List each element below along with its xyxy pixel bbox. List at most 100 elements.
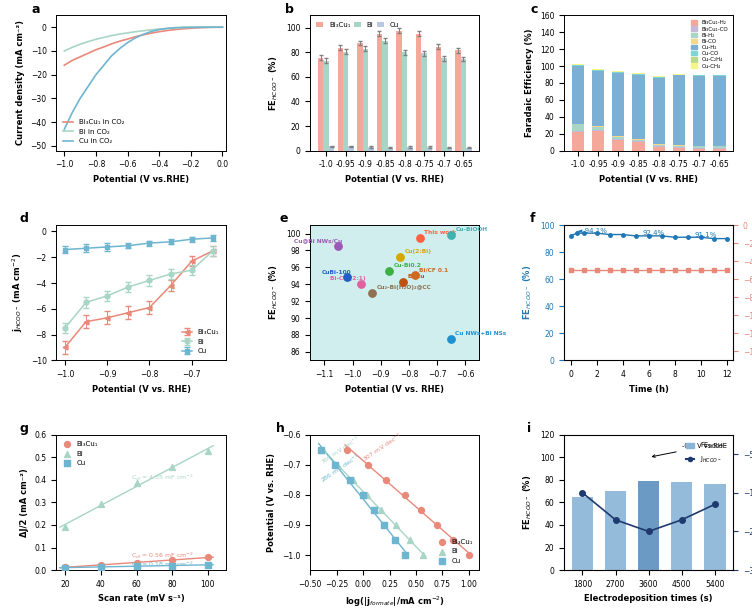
Bi xyxy=(390,520,402,530)
Bar xyxy=(693,145,705,147)
Legend: Bi₃Cu₁, Bi, Cu: Bi₃Cu₁, Bi, Cu xyxy=(314,19,401,31)
Bar xyxy=(632,75,644,139)
Cu in CO₂ xyxy=(171,24,180,31)
Bar xyxy=(612,71,624,72)
Bi in CO₂ xyxy=(186,24,196,31)
Current density xyxy=(696,267,705,274)
Bar xyxy=(632,73,644,74)
Point xyxy=(341,273,353,283)
Bi in CO₂ xyxy=(115,31,124,38)
Y-axis label: j$_{HCOO^-}$ (mA cm$^{-2}$): j$_{HCOO^-}$ (mA cm$^{-2}$) xyxy=(11,253,25,332)
Bar xyxy=(447,148,452,151)
Current density xyxy=(566,267,575,274)
Cu in CO₂ xyxy=(178,24,187,31)
Bi xyxy=(404,535,416,545)
Current density xyxy=(605,267,614,274)
Legend: FE$_{HCOO^-}$, J$_{HCOO^-}$: FE$_{HCOO^-}$, J$_{HCOO^-}$ xyxy=(684,438,730,467)
Cu xyxy=(131,561,143,571)
Bar xyxy=(362,48,368,151)
Bar xyxy=(338,48,343,151)
Bi₃Cu₁ in CO₂ xyxy=(178,25,187,32)
Bi in CO₂ xyxy=(210,23,219,31)
Cu in CO₂ xyxy=(131,34,140,42)
Bar xyxy=(653,145,665,147)
Bi₃Cu₁ in CO₂ xyxy=(60,61,69,69)
Text: Cu₂-Bi(H₂O)₂@CC: Cu₂-Bi(H₂O)₂@CC xyxy=(377,285,432,290)
Cu in CO₂ xyxy=(147,28,156,35)
Bar xyxy=(693,149,705,151)
Legend: Bi₃Cu₁, Bi, Cu: Bi₃Cu₁, Bi, Cu xyxy=(179,326,222,357)
Current density xyxy=(722,267,731,274)
Bi xyxy=(361,490,373,500)
X-axis label: log(|j$_{formate}$|/mA cm$^{-2}$): log(|j$_{formate}$|/mA cm$^{-2}$) xyxy=(344,595,445,609)
Bi₃Cu₁ in CO₂ xyxy=(123,36,132,43)
Text: 307 mV dec$^{-1}$: 307 mV dec$^{-1}$ xyxy=(361,431,404,464)
Bi in CO₂ xyxy=(68,44,77,51)
Text: This work: This work xyxy=(424,230,456,235)
Line: Current density: Current density xyxy=(569,268,729,272)
FE$_{HCOO^-}$ xyxy=(670,234,679,241)
FE$_{HCOO^-}$ xyxy=(709,235,718,242)
Bi xyxy=(331,460,343,470)
Text: C$_{dl}$ = 4.35 mF cm$^{-2}$: C$_{dl}$ = 4.35 mF cm$^{-2}$ xyxy=(131,473,194,483)
Bi₃Cu₁ in CO₂ xyxy=(194,24,203,31)
Bar xyxy=(592,69,604,70)
Bi in CO₂ xyxy=(123,29,132,37)
Point xyxy=(408,270,420,280)
Point xyxy=(414,233,426,243)
Bar xyxy=(693,148,705,149)
Bar xyxy=(673,75,685,145)
FE$_{HCOO^-}$ xyxy=(631,232,640,240)
Cu xyxy=(166,561,178,571)
FE$_{HCOO^-}$ xyxy=(657,232,666,240)
Current density xyxy=(579,267,588,274)
Bi in CO₂ xyxy=(178,24,187,31)
Text: Cu NWs+Bi NSs: Cu NWs+Bi NSs xyxy=(456,332,507,337)
Cu in CO₂ xyxy=(108,52,117,59)
Bar xyxy=(714,148,726,149)
Bi₃Cu₁ in CO₂ xyxy=(162,27,171,34)
Cu in CO₂ xyxy=(194,23,203,31)
Y-axis label: ΔJ/2 (mA cm⁻²): ΔJ/2 (mA cm⁻²) xyxy=(20,468,29,537)
Bar xyxy=(572,497,593,570)
Bi₃Cu₁ in CO₂ xyxy=(83,50,92,57)
Bar xyxy=(673,74,685,75)
Bi₃Cu₁ in CO₂ xyxy=(147,29,156,37)
Bar xyxy=(408,147,413,151)
Bar xyxy=(572,65,584,66)
Bar xyxy=(612,140,624,151)
FE$_{HCOO^-}$ xyxy=(722,235,731,242)
Cu in CO₂ xyxy=(68,109,77,116)
Point xyxy=(332,242,344,251)
Bar xyxy=(572,124,584,131)
Bar xyxy=(427,147,432,151)
Bar xyxy=(714,147,726,148)
Text: Cu(2:Bi): Cu(2:Bi) xyxy=(405,249,432,254)
Bar xyxy=(632,139,644,140)
Bar xyxy=(612,72,624,73)
Bar xyxy=(693,147,705,148)
Current density xyxy=(670,267,679,274)
Bi₃Cu₁ xyxy=(362,460,374,470)
Bar xyxy=(671,482,693,570)
Text: c: c xyxy=(530,2,538,15)
Bar xyxy=(368,147,374,151)
FE$_{HCOO^-}$ xyxy=(618,231,627,238)
Bar xyxy=(653,78,665,144)
Bi₃Cu₁ xyxy=(381,475,393,485)
Bi₃Cu₁ xyxy=(399,490,411,500)
Bi in CO₂ xyxy=(194,24,203,31)
Bi₃Cu₁ xyxy=(462,550,475,560)
Bar xyxy=(714,149,726,151)
Y-axis label: FE$_{HCOO^-}$ (%): FE$_{HCOO^-}$ (%) xyxy=(522,474,534,530)
Bar xyxy=(714,75,726,76)
Bar xyxy=(572,132,584,151)
Bar xyxy=(466,148,472,151)
Y-axis label: FE$_{HCOO^-}$ (%): FE$_{HCOO^-}$ (%) xyxy=(522,265,534,321)
Legend: Bi₃Cu₁-H₂, Bi₃Cu₁-CO, Bi-H₂, Bi-CO, Cu-H₂, Cu-CO, Cu-C₂H₄, Cu-CH₄: Bi₃Cu₁-H₂, Bi₃Cu₁-CO, Bi-H₂, Bi-CO, Cu-H… xyxy=(690,18,730,70)
Bi xyxy=(95,498,107,508)
Text: Bi-Cu (2:1): Bi-Cu (2:1) xyxy=(329,276,365,281)
Text: 92.4%: 92.4% xyxy=(642,229,664,235)
Bi in CO₂ xyxy=(147,26,156,34)
Bi₃Cu₁ xyxy=(202,552,214,562)
